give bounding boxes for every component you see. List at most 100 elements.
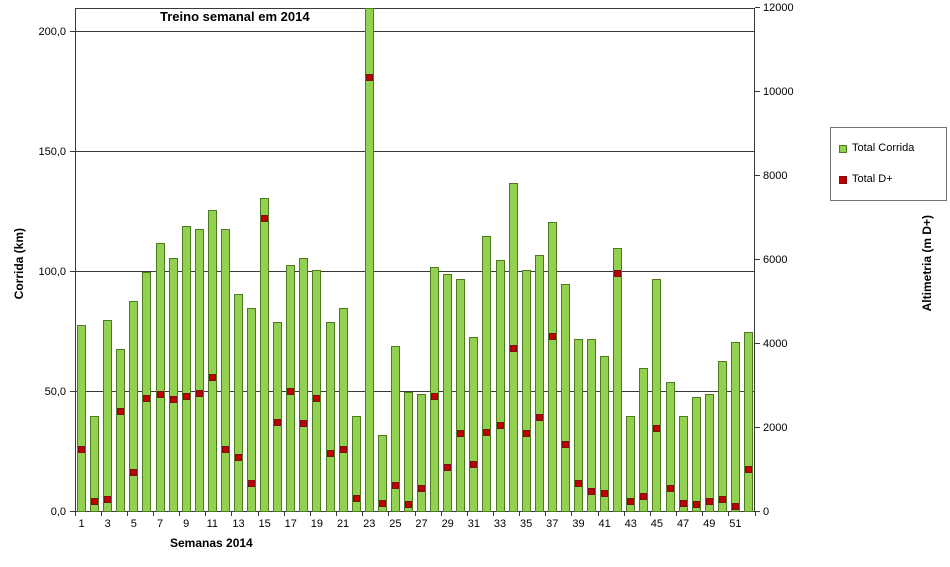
bar-week-14: [247, 308, 257, 512]
x-axis-tick-label: 11: [206, 518, 218, 530]
bar-week-39: [573, 339, 583, 512]
bar-week-12: [220, 228, 230, 512]
marker-week-27: [418, 485, 426, 493]
bar-week-16: [273, 322, 283, 512]
legend: Total Corrida Total D+: [830, 127, 947, 201]
y-axis-tick: [70, 271, 75, 272]
x-axis-tick-label: 37: [546, 518, 559, 530]
marker-week-6: [143, 395, 151, 403]
bar-week-22: [351, 416, 361, 512]
x-axis-tick-label: 39: [572, 518, 585, 530]
marker-week-18: [300, 420, 308, 428]
y-axis-tick: [70, 511, 75, 512]
marker-week-43: [627, 498, 635, 506]
x-axis-tick: [519, 512, 521, 516]
bar-week-44: [639, 368, 649, 512]
x-axis-tick-label: 29: [441, 518, 454, 530]
x-axis-tick-label: 45: [650, 518, 664, 530]
x-axis-tick: [100, 512, 102, 516]
x-axis-tick: [649, 512, 651, 516]
bar-week-32: [482, 236, 492, 512]
bar-week-15: [260, 197, 270, 512]
gridline: [75, 151, 755, 152]
marker-week-42: [614, 270, 622, 278]
x-axis-tick: [74, 512, 76, 516]
bar-week-25: [390, 346, 400, 512]
bar-week-43: [626, 416, 636, 512]
bar-week-28: [430, 267, 440, 512]
x-axis-tick-label: 31: [467, 518, 480, 530]
y2-axis-tick: [755, 427, 760, 428]
y2-axis-tick: [755, 259, 760, 260]
y2-axis-tick-label: 6000: [763, 254, 788, 266]
bar-week-10: [194, 228, 204, 512]
marker-week-7: [156, 391, 164, 399]
x-axis-tick-label: 1: [78, 518, 85, 530]
x-axis-tick-label: 33: [493, 518, 507, 530]
y2-axis-tick: [755, 175, 760, 176]
legend-label-total-d-plus: Total D+: [852, 173, 893, 185]
x-axis-tick: [362, 512, 364, 516]
marker-week-52: [744, 465, 752, 473]
bar-week-49: [704, 394, 714, 512]
y2-axis-tick-label: 8000: [763, 170, 788, 182]
legend-item-total-corrida: Total Corrida: [839, 142, 938, 155]
marker-week-38: [561, 441, 569, 449]
y2-axis-tick: [755, 511, 760, 512]
y-axis-title-left: Corrida (km): [12, 228, 26, 300]
bar-week-35: [521, 269, 531, 512]
marker-week-12: [221, 446, 229, 454]
x-axis-tick: [702, 512, 704, 516]
x-axis-tick: [676, 512, 678, 516]
x-axis-tick-label: 21: [336, 518, 350, 530]
bar-week-19: [312, 269, 322, 512]
bar-week-42: [613, 248, 623, 512]
marker-week-46: [666, 485, 674, 493]
y-axis-tick-label: 50,0: [44, 386, 66, 398]
x-axis-tick-label: 13: [232, 518, 245, 530]
y2-axis-tick: [755, 343, 760, 344]
x-axis-tick-label: 15: [258, 518, 271, 530]
marker-week-3: [104, 495, 112, 503]
bar-week-1: [77, 324, 87, 512]
marker-week-14: [248, 479, 256, 487]
y-axis-tick-label: 0,0: [50, 506, 66, 518]
x-axis-tick: [728, 512, 730, 516]
bar-week-23: [364, 8, 374, 512]
y-axis-tick: [70, 391, 75, 392]
x-axis-tick-label: 49: [703, 518, 716, 530]
x-axis-tick-label: 7: [156, 518, 164, 530]
bar-week-41: [600, 356, 610, 512]
y2-axis-tick-label: 0: [763, 506, 770, 518]
x-axis-tick-label: 19: [310, 518, 324, 530]
bar-week-4: [116, 348, 126, 512]
x-axis-tick-label: 35: [520, 518, 533, 530]
x-axis-tick: [336, 512, 338, 516]
marker-week-29: [444, 463, 452, 471]
bar-week-5: [129, 300, 139, 512]
x-axis-tick-label: 43: [624, 518, 637, 530]
bar-week-52: [743, 332, 753, 512]
bar-week-33: [495, 260, 505, 512]
bar-week-8: [168, 257, 178, 512]
bar-week-46: [665, 382, 675, 512]
marker-week-36: [535, 413, 543, 421]
marker-week-31: [470, 461, 478, 469]
bar-week-37: [547, 221, 557, 512]
y2-axis-tick-label: 10000: [763, 86, 794, 98]
bar-week-27: [417, 394, 427, 512]
legend-item-total-d-plus: Total D+: [839, 173, 938, 186]
marker-week-21: [339, 445, 347, 453]
marker-week-5: [130, 469, 138, 477]
marker-week-34: [509, 344, 517, 352]
x-axis-tick-label: 51: [729, 518, 742, 530]
bar-week-3: [103, 320, 113, 512]
x-axis-tick: [571, 512, 573, 516]
x-axis-tick-label: 41: [598, 518, 611, 530]
marker-week-47: [679, 499, 687, 507]
x-axis-tick-label: 9: [183, 518, 190, 530]
marker-week-25: [391, 481, 399, 489]
bar-week-51: [730, 341, 740, 512]
marker-week-44: [640, 492, 648, 500]
